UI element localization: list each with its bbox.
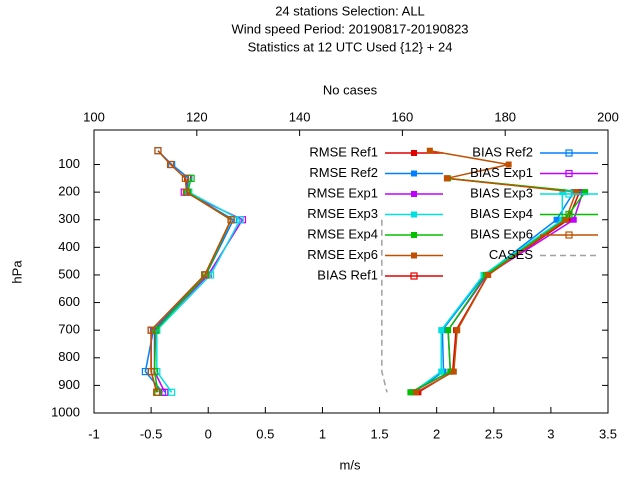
x2-tick-label: 160 — [392, 109, 414, 124]
point — [450, 368, 457, 375]
legend-marker — [565, 231, 573, 239]
point — [161, 388, 169, 396]
point — [570, 216, 577, 223]
plot-frame — [93, 129, 609, 414]
series-line — [150, 150, 233, 393]
legend-label: RMSE Exp6 — [307, 247, 378, 262]
x-tick-label: 3 — [547, 426, 554, 441]
series-line — [381, 219, 388, 393]
legend-marker — [565, 210, 573, 219]
legend-marker — [411, 170, 417, 177]
point — [154, 147, 162, 155]
y-tick-label: 400 — [58, 239, 80, 254]
x2-tick-label: 200 — [597, 109, 619, 124]
point — [168, 388, 176, 396]
point — [443, 175, 450, 182]
legend-label: BIAS Ref2 — [472, 144, 533, 159]
legend-label: RMSE Exp1 — [307, 185, 378, 200]
series-line — [413, 191, 575, 393]
point — [559, 189, 566, 196]
legend-label: BIAS Exp3 — [470, 185, 533, 200]
y-tick-label: 100 — [58, 156, 80, 171]
x2-tick-label: 100 — [83, 109, 105, 124]
y-axis-label: hPa — [9, 260, 24, 284]
point — [485, 271, 492, 278]
legend-label: RMSE Ref1 — [309, 144, 378, 159]
x-tick-label: 1.5 — [371, 426, 389, 441]
point — [407, 389, 414, 396]
series-line — [153, 178, 233, 393]
y-tick-label: 700 — [58, 322, 80, 337]
x-tick-label: 0 — [205, 426, 212, 441]
point — [562, 216, 569, 223]
y-tick-label: 800 — [58, 349, 80, 364]
legend-marker — [410, 272, 418, 280]
point — [201, 271, 209, 279]
x-axis-label: m/s — [340, 457, 361, 472]
legend-marker — [411, 232, 417, 238]
series-line — [150, 178, 233, 393]
point — [438, 327, 445, 334]
x-tick-label: -1 — [88, 426, 100, 441]
x-tick-label: 3.5 — [599, 426, 617, 441]
legend-label: BIAS Exp6 — [470, 226, 533, 241]
x-tick-label: -0.5 — [140, 426, 162, 441]
legend-label: BIAS Exp4 — [470, 206, 533, 221]
x2-tick-label: 140 — [289, 109, 311, 124]
title-line: Wind speed Period: 20190817-20190823 — [231, 21, 468, 36]
x-tick-label: 0.5 — [256, 426, 274, 441]
legend-label: BIAS Exp1 — [470, 165, 533, 180]
point — [454, 327, 461, 334]
y-tick-label: 1000 — [51, 404, 80, 419]
legend-label: RMSE Exp3 — [307, 206, 378, 221]
point — [553, 216, 560, 223]
legend-marker — [565, 149, 573, 157]
point — [573, 189, 580, 196]
legend-marker — [411, 150, 417, 156]
x2-tick-label: 180 — [494, 109, 516, 124]
point — [438, 368, 445, 375]
point — [153, 388, 161, 396]
point — [447, 368, 454, 375]
legend-marker — [565, 190, 573, 198]
point — [445, 327, 452, 334]
point — [147, 326, 155, 334]
legend-label: RMSE Exp4 — [307, 226, 378, 241]
y-tick-label: 500 — [58, 266, 80, 281]
legend-marker — [411, 211, 417, 218]
x-tick-label: 1 — [319, 426, 326, 441]
title-line: 24 stations Selection: ALL — [275, 3, 425, 18]
point — [152, 326, 160, 334]
point — [236, 216, 244, 224]
y-tick-label: 300 — [58, 211, 80, 226]
point — [182, 188, 191, 196]
x-tick-label: 2.5 — [485, 426, 503, 441]
point — [181, 174, 189, 182]
point — [426, 147, 433, 154]
legend-label: CASES — [489, 247, 533, 262]
point — [505, 161, 512, 168]
x2-axis-label: No cases — [323, 82, 378, 97]
legend-marker — [411, 191, 417, 197]
y-tick-label: 200 — [58, 184, 80, 199]
point — [413, 389, 420, 396]
point — [147, 367, 155, 376]
legend-label: RMSE Ref2 — [309, 165, 378, 180]
x-tick-label: 2 — [433, 426, 440, 441]
series-line — [144, 150, 235, 393]
y-tick-label: 900 — [58, 377, 80, 392]
series-line — [412, 192, 564, 393]
legend-marker — [411, 252, 417, 259]
y-tick-label: 600 — [58, 294, 80, 309]
title-line: Statistics at 12 UTC Used {12} + 24 — [248, 39, 453, 54]
legend-marker — [565, 169, 573, 178]
x2-tick-label: 120 — [186, 109, 208, 124]
legend-label: BIAS Ref1 — [317, 267, 378, 282]
point — [227, 216, 235, 224]
point — [166, 160, 175, 169]
point — [582, 189, 589, 196]
